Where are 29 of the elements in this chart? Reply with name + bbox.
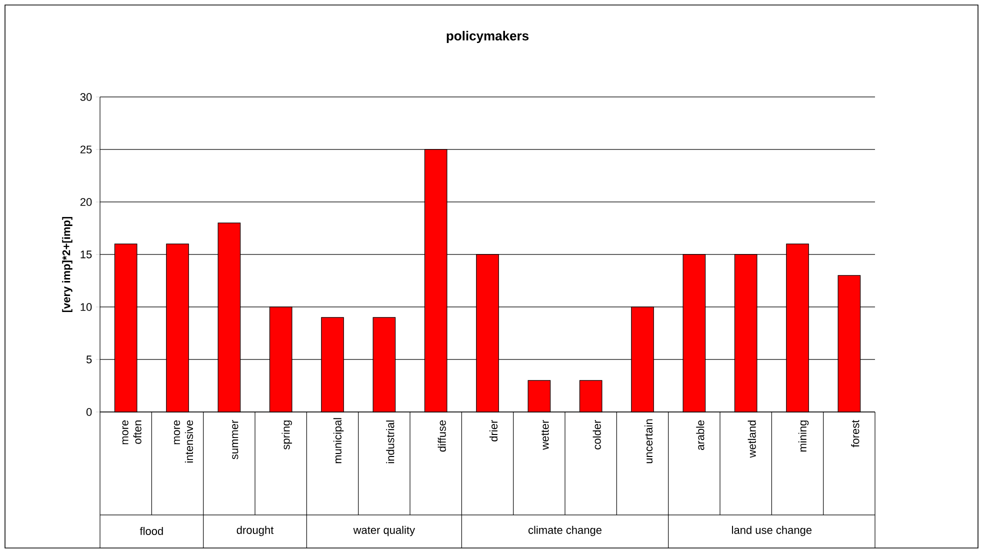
x-tick-label: industrial bbox=[386, 420, 394, 464]
x-tick-label: wetland bbox=[748, 420, 756, 458]
x-tick-label: uncertain bbox=[644, 419, 653, 464]
y-tick-label: 25 bbox=[80, 146, 92, 154]
x-tick-label: more intensive bbox=[174, 420, 194, 463]
x-tick-label: wetter bbox=[542, 420, 549, 450]
text: land use change bbox=[732, 526, 812, 536]
y-tick-label: 30 bbox=[80, 93, 92, 101]
y-tick-label: 20 bbox=[80, 198, 92, 206]
y-tick-label: 0 bbox=[86, 408, 92, 416]
x-tick-label: colder bbox=[592, 420, 601, 450]
text: climate change bbox=[528, 526, 602, 536]
y-tick-label: 10 bbox=[80, 303, 92, 311]
x-tick-label: diffuse bbox=[438, 420, 446, 452]
x-tick-label: mining bbox=[798, 420, 809, 452]
text: drought bbox=[236, 526, 274, 536]
x-tick-label: summer bbox=[232, 420, 238, 460]
x-tick-label: municipal bbox=[333, 418, 344, 464]
y-tick-label: 15 bbox=[80, 250, 92, 258]
text: flood bbox=[140, 526, 163, 536]
chart-title: policymakers bbox=[446, 30, 529, 44]
x-tick-label: forest bbox=[851, 420, 860, 448]
text: water quality bbox=[353, 526, 416, 536]
x-tick-label: drier bbox=[489, 420, 498, 442]
y-tick-label: 5 bbox=[86, 356, 92, 364]
x-tick-label: more often bbox=[122, 420, 142, 444]
x-tick-label: arable bbox=[696, 420, 704, 450]
y-axis-title: [very imp]*2+[imp] bbox=[62, 216, 72, 312]
x-tick-label: spring bbox=[282, 420, 292, 450]
